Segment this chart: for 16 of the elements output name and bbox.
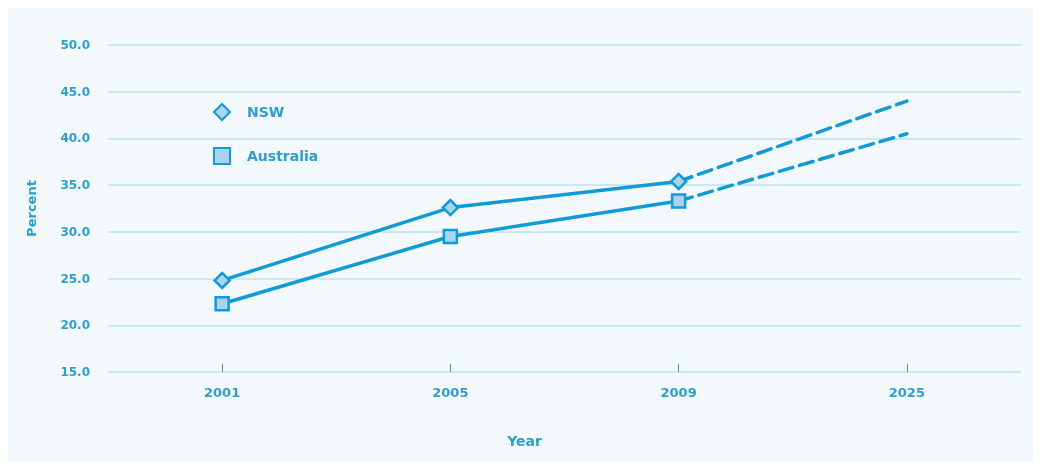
y-tick-label: 30.0 xyxy=(60,224,90,239)
y-tick-label: 40.0 xyxy=(60,131,90,146)
y-tick-label: 45.0 xyxy=(60,84,90,99)
y-tick-label: 25.0 xyxy=(60,271,90,286)
x-tick-label: 2005 xyxy=(432,385,469,400)
y-axis-title: Percent xyxy=(24,180,39,237)
x-tick-label: 2025 xyxy=(888,385,925,400)
x-tick-label: 2001 xyxy=(204,385,241,400)
y-tick-label: 15.0 xyxy=(60,365,90,379)
legend-label: Australia xyxy=(247,148,319,164)
y-tick-label: 35.0 xyxy=(60,178,90,193)
y-tick-label: 20.0 xyxy=(60,318,90,333)
x-tick-label: 2009 xyxy=(660,385,697,400)
y-tick-label: 50.0 xyxy=(60,38,90,52)
x-axis-title: Year xyxy=(506,433,542,449)
legend-label: NSW xyxy=(247,104,285,120)
